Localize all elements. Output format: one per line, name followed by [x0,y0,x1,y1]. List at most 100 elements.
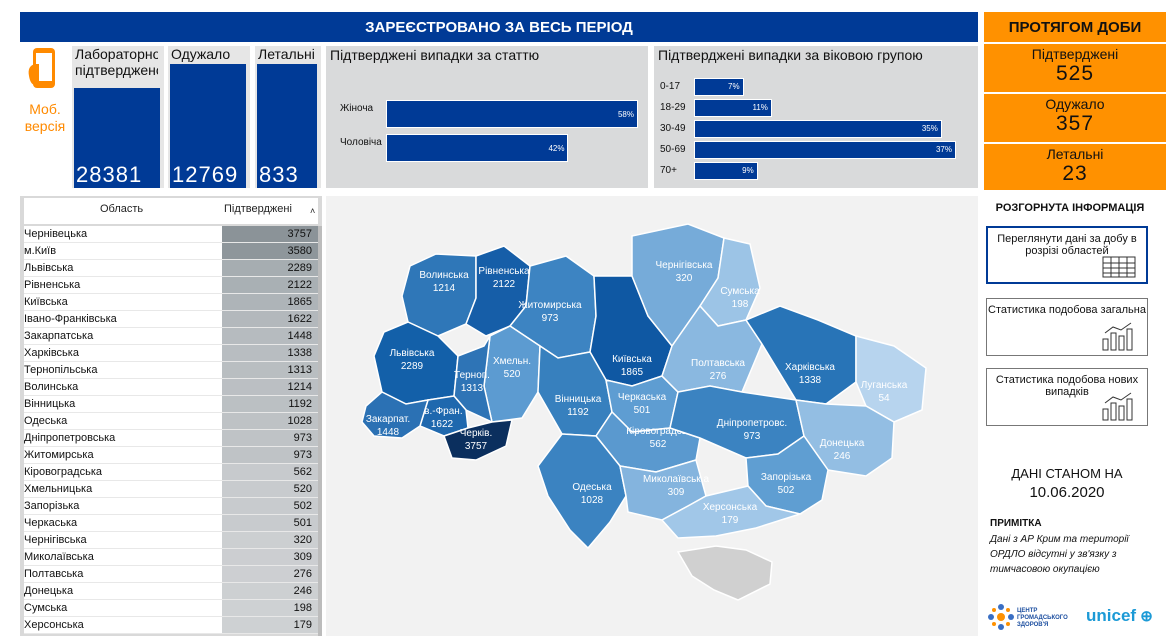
region-name: Кіровоградська [24,466,102,478]
age-label: 50-69 [660,144,686,155]
table-row[interactable]: Запорізька 502 [24,498,318,515]
region-confirmed: 973 [222,430,318,446]
table-row[interactable]: Рівненська 2122 [24,277,318,294]
map-region[interactable] [660,485,803,539]
daily-regions-label: Переглянути дані за добу в розрізі облас… [997,233,1137,257]
table-row[interactable]: Тернопільська 1313 [24,362,318,379]
daily-new-cases-card[interactable]: Статистика подобова нових випадків [986,368,1148,426]
mobile-version-link[interactable]: Моб. версія [20,46,70,186]
map-region-name: Житомирська [518,300,582,311]
map-region-value: 179 [722,515,739,526]
map-region-value: 1448 [377,427,400,438]
table-row[interactable]: Чернівецька 3757 [24,226,318,243]
map-region-value: 276 [710,371,727,382]
region-confirmed: 1338 [222,345,318,361]
map-region-value: 1192 [567,407,589,418]
map-region-name: Київська [612,354,652,365]
table-scrollbar[interactable] [318,226,322,636]
phc-logo-text: ЦЕНТР ГРОМАДСЬКОГО ЗДОРОВ'Я [1017,608,1068,628]
region-name: Чернівецька [24,228,88,240]
table-row[interactable]: Сумська 198 [24,600,318,617]
table-row[interactable]: Житомирська 973 [24,447,318,464]
map-region-value: 54 [878,393,890,404]
day-recovered-card: Одужало 357 [984,94,1166,142]
table-row[interactable]: Одеська 1028 [24,413,318,430]
day-header: ПРОТЯГОМ ДОБИ [984,12,1166,42]
region-confirmed: 501 [222,515,318,531]
region-confirmed: 246 [222,583,318,599]
daily-regions-card[interactable]: Переглянути дані за добу в розрізі облас… [986,226,1148,284]
map-region-value: 1622 [431,419,454,430]
map-region-value: 1338 [799,375,822,386]
total-confirmed-label: Лабораторно підтверджено [75,46,158,78]
region-name: Херсонська [24,619,84,631]
map-region-value: 501 [634,405,651,416]
map-region-name: Запорізька [761,472,812,483]
map-region-value: 198 [732,299,749,310]
table-row[interactable]: Волинська 1214 [24,379,318,396]
table-row[interactable]: Миколаївська 309 [24,549,318,566]
region-confirmed: 2122 [222,277,318,293]
table-row[interactable]: Херсонська 179 [24,617,318,634]
map-region-name: Черкаська [618,392,667,403]
table-row[interactable]: Хмельницька 520 [24,481,318,498]
map-region-value: 246 [834,451,851,462]
phc-logo: ЦЕНТР ГРОМАДСЬКОГО ЗДОРОВ'Я [986,602,1068,632]
date-value: 10.06.2020 [1029,484,1105,501]
table-row[interactable]: Дніпропетровська 973 [24,430,318,447]
table-row[interactable]: Вінницька 1192 [24,396,318,413]
map-region-value: 1028 [581,495,604,506]
map-region[interactable] [443,419,513,461]
map-region-name: Донецька [820,438,865,449]
ukraine-map[interactable]: Волинська 1214 Рівненська 2122 Житомирська 97… [326,196,978,636]
table-row[interactable]: Київська 1865 [24,294,318,311]
map-region[interactable] [855,335,927,423]
col-region-header[interactable]: Область [100,203,144,215]
region-confirmed: 562 [222,464,318,480]
gender-label: Жіноча [340,103,374,114]
region-table[interactable]: Область Підтверджені ˄ Чернівецька 3757 м.… [20,196,322,636]
gender-chart: Підтверджені випадки за статтю Жіноча 58%… [326,46,648,188]
col-confirmed-header[interactable]: Підтверджені [224,203,292,215]
total-recovered-card: Одужало 12769 [168,46,250,188]
table-row[interactable]: Кіровоградська 562 [24,464,318,481]
map-region[interactable] [361,391,430,439]
table-row[interactable]: Закарпатська 1448 [24,328,318,345]
daily-general-stats-card[interactable]: Статистика подобова загальна [986,298,1148,356]
age-bar[interactable]: 11% [694,99,772,117]
daily-general-stats-label: Статистика подобова загальна [988,304,1146,316]
sort-icon[interactable]: ˄ [310,206,316,216]
table-row[interactable]: Полтавська 276 [24,566,318,583]
total-deaths-label: Летальні [258,46,315,62]
region-confirmed: 3757 [222,226,318,242]
map-region[interactable] [744,305,857,405]
map-region-value: 973 [744,431,761,442]
table-icon [1102,256,1136,278]
map-region-name: Кіровоградсь. [626,426,690,437]
age-bar[interactable]: 35% [694,120,942,138]
table-row[interactable]: Івано-Франківська 1622 [24,311,318,328]
gender-bar[interactable]: 42% [386,134,569,162]
age-bar[interactable]: 9% [694,162,758,180]
map-region-name: Закарпат. [366,414,410,425]
table-row[interactable]: Донецька 246 [24,583,318,600]
gender-label: Чоловіча [340,137,382,148]
daily-new-cases-label: Статистика подобова нових випадків [995,374,1139,398]
table-row[interactable]: Черкаська 501 [24,515,318,532]
table-row[interactable]: Харківська 1338 [24,345,318,362]
gender-bar[interactable]: 58% [386,100,638,128]
region-confirmed: 1622 [222,311,318,327]
age-bar[interactable]: 37% [694,141,956,159]
region-confirmed: 2289 [222,260,318,276]
table-row[interactable]: м.Київ 3580 [24,243,318,260]
total-confirmed-card: Лабораторно підтверджено 28381 [72,46,164,188]
map-region[interactable] [537,433,627,550]
table-row[interactable]: Чернігівська 320 [24,532,318,549]
age-bar[interactable]: 7% [694,78,744,96]
region-name: Харківська [24,347,79,359]
mobile-version-label: Моб. версія [24,101,66,134]
map-region-value: 520 [504,369,521,380]
map-region-name: Луганська [861,380,908,391]
table-row[interactable]: Львівська 2289 [24,260,318,277]
